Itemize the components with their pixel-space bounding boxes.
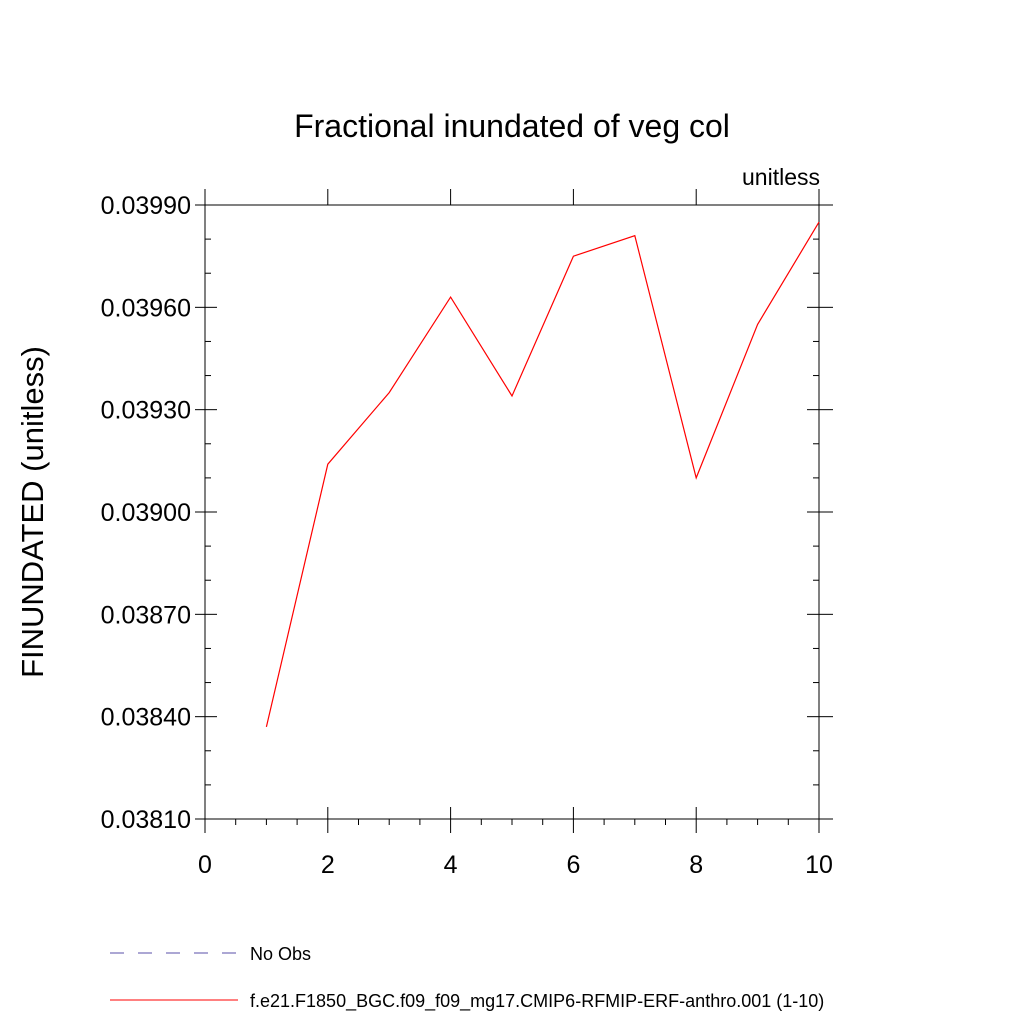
y-tick-label: 0.03990 <box>101 192 191 220</box>
x-tick-label: 8 <box>689 851 703 879</box>
x-tick-label: 2 <box>321 851 335 879</box>
y-tick-label: 0.03930 <box>101 397 191 425</box>
units-label: unitless <box>742 164 820 190</box>
x-tick-label: 6 <box>566 851 580 879</box>
x-tick-label: 0 <box>198 851 212 879</box>
series-layer <box>265 221 820 728</box>
y-tick-label: 0.03870 <box>101 601 191 629</box>
y-tick-label: 0.03900 <box>101 499 191 527</box>
series-line <box>265 221 820 728</box>
x-axis: 0 2 4 6 8 10 <box>198 189 833 879</box>
legend-label: No Obs <box>250 944 311 964</box>
y-axis: 0.03810 0.03840 0.03870 0.03900 0.03930 0.039… <box>101 192 833 834</box>
y-tick-label: 0.03840 <box>101 704 191 732</box>
legend: No Obs f.e21.F1850_BGC.f09_f09_mg17.CMIP6… <box>110 944 824 1012</box>
chart-title: Fractional inundated of veg col <box>294 108 730 144</box>
x-tick-label: 10 <box>805 851 833 879</box>
y-tick-label: 0.03960 <box>101 294 191 322</box>
y-axis-label: FINUNDATED (unitless) <box>15 346 50 678</box>
plot-frame <box>204 204 820 820</box>
x-tick-label: 4 <box>444 851 458 879</box>
legend-label: f.e21.F1850_BGC.f09_f09_mg17.CMIP6-RFMIP… <box>250 991 824 1012</box>
y-tick-label: 0.03810 <box>101 806 191 834</box>
